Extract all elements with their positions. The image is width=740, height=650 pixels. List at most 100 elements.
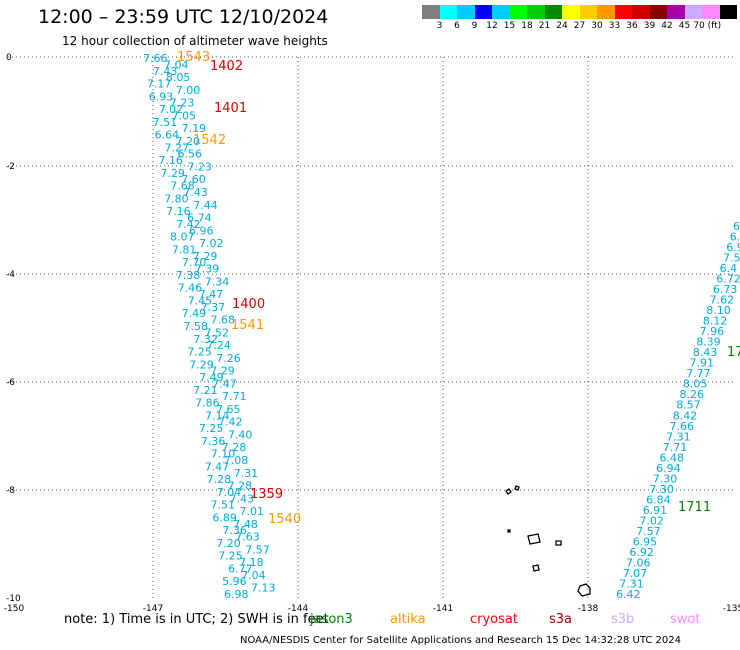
wave-height-label: 7.58	[184, 320, 209, 333]
wave-height-label: 7.47	[199, 288, 224, 301]
lat-tick-label: -6	[6, 378, 15, 388]
wave-height-label: 6.77	[228, 563, 253, 576]
wave-height-label: 7.36	[222, 524, 247, 537]
satellite-legend-item: altika	[390, 612, 426, 627]
lon-tick-label: -144	[288, 604, 309, 614]
wave-height-label: 6.92	[629, 546, 654, 559]
wave-height-label: 7.25	[218, 550, 243, 563]
wave-height-label: 7.40	[228, 429, 253, 442]
wave-height-label: 7.08	[224, 454, 249, 467]
lat-tick-label: -2	[6, 162, 15, 172]
wave-height-label: 7.01	[240, 505, 265, 518]
wave-height-label: 7.51	[153, 116, 178, 129]
wave-height-label: 6.98	[224, 588, 249, 601]
wave-height-label: 7.47	[212, 377, 237, 390]
wave-height-label: 7.5	[723, 252, 740, 265]
wave-height-label: 7.66	[670, 420, 695, 433]
wave-height-label: 7.23	[187, 161, 212, 174]
wave-height-label: 6.64	[155, 129, 180, 142]
wave-height-label: 8.12	[703, 315, 728, 328]
wave-height-label: 7.47	[205, 460, 230, 473]
wave-height-label: 7.28	[207, 473, 232, 486]
wave-height-label: 7.17	[147, 78, 172, 91]
wave-height-label: 7.16	[166, 205, 191, 218]
colorbar	[422, 5, 737, 19]
colorbar-label: 9	[471, 21, 478, 31]
west-track: 7.667.047.438.057.17 7.006.937.237.027.05…	[143, 52, 276, 601]
colorbar-swatch	[562, 5, 580, 19]
wave-height-label: 7.27	[165, 141, 190, 154]
wave-height-label: 7.39	[195, 263, 220, 276]
wave-height-label: 7.30	[653, 472, 678, 485]
page-title: 12:00 – 23:59 UTC 12/10/2024	[38, 6, 329, 28]
wave-height-label: 7.07	[623, 567, 648, 580]
wave-height-label: 6.56	[178, 148, 203, 161]
pass-time-label: 1543	[177, 50, 210, 65]
colorbar-swatch	[439, 5, 457, 19]
wave-height-label: 7.44	[193, 199, 218, 212]
wave-height-label: 7.81	[172, 243, 197, 256]
pass-time-label: 1401	[214, 101, 247, 116]
page-subtitle: 12 hour collection of altimeter wave hei…	[62, 34, 328, 48]
pass-time-label: 1541	[231, 318, 264, 333]
wave-height-label: 7.91	[690, 357, 715, 370]
colorbar-label: 6	[454, 21, 460, 31]
wave-height-label: 7.02	[159, 103, 184, 116]
wave-height-label: 7.29	[193, 250, 218, 263]
colorbar-label: 39	[643, 21, 656, 31]
wave-height-label: 7.68	[170, 180, 195, 193]
colorbar-swatch	[544, 5, 562, 19]
satellite-legend-item: cryosat	[470, 612, 518, 627]
wave-height-label: 7.28	[222, 441, 247, 454]
colorbar-label: 27	[573, 21, 586, 31]
wave-height-label: 7.24	[206, 339, 231, 352]
colorbar-swatch	[474, 5, 492, 19]
wave-height-label: 7.96	[700, 325, 725, 338]
wave-height-label: 6.73	[713, 283, 738, 296]
wave-height-label: 7.20	[176, 135, 201, 148]
wave-height-label: 7.36	[201, 435, 226, 448]
colorbar-swatch	[597, 5, 615, 19]
wave-height-label: 7.28	[228, 480, 253, 493]
wave-height-label: 7.29	[189, 358, 214, 371]
wave-height-label: 7.29	[210, 365, 235, 378]
colorbar-label: 24	[556, 21, 568, 31]
pass-time-label: 1540	[268, 512, 301, 527]
wave-height-label: 7.06	[626, 557, 651, 570]
wave-height-label: 6.84	[646, 493, 671, 506]
wave-height-label: 6.95	[633, 535, 658, 548]
pass-time-label: 1711	[678, 500, 711, 515]
colorbar-swatch	[492, 5, 510, 19]
wave-height-label: 7.13	[251, 582, 276, 595]
wave-height-label: 7.25	[187, 346, 212, 359]
colorbar-swatch	[649, 5, 667, 19]
wave-height-label: 8.10	[706, 304, 731, 317]
wave-height-label: 7.86	[195, 397, 220, 410]
wave-height-label: 7.02	[639, 514, 664, 527]
wave-height-label: 6.91	[643, 504, 668, 517]
wave-height-label: 8.39	[696, 336, 721, 349]
colorbar-label: 33	[608, 21, 621, 31]
wave-height-label: 6	[733, 220, 740, 233]
wave-height-label: 8.43	[693, 346, 718, 359]
wave-height-label: 7.30	[649, 483, 674, 496]
wave-height-label: 6.94	[656, 462, 681, 475]
satellite-legend-item: jason3	[310, 612, 353, 627]
satellite-legend-item: s3a	[549, 612, 573, 627]
colorbar-label: 70 (ft)	[693, 21, 722, 31]
pass-time-label: 1542	[193, 133, 226, 148]
lon-tick-label: -141	[433, 604, 453, 614]
lat-tick-label: 0	[6, 53, 12, 63]
wave-height-label: 7.31	[666, 430, 691, 443]
colorbar-label: 36	[626, 21, 638, 31]
colorbar-swatch	[422, 5, 440, 19]
islands	[505, 485, 591, 597]
pass-time-label: 1402	[210, 59, 243, 74]
wave-height-label: 6.4	[720, 262, 738, 275]
wave-height-label: 7.62	[710, 294, 735, 307]
footnote: note: 1) Time is in UTC; 2) SWH is in fe…	[64, 612, 329, 627]
wave-height-label: 7.10	[211, 448, 236, 461]
satellite-legend-item: swot	[670, 612, 701, 627]
map-grid	[8, 56, 733, 598]
wave-height-label: 7.63	[235, 531, 259, 544]
